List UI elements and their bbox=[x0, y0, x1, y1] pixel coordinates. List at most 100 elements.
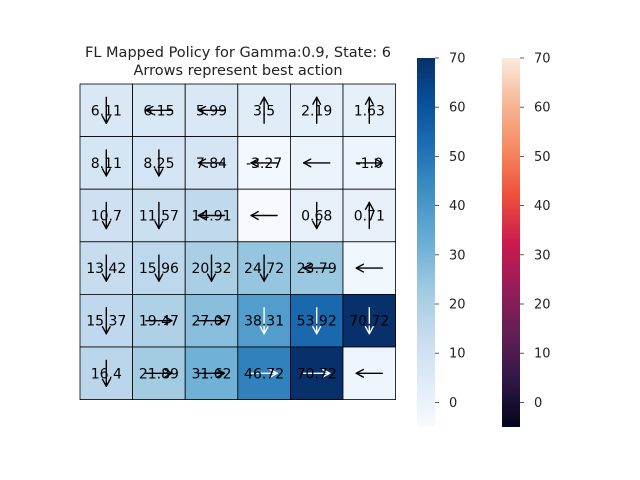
arrow-head bbox=[321, 368, 331, 374]
policy-arrow-down bbox=[259, 254, 269, 282]
arrow-head bbox=[105, 378, 111, 387]
colorbar-tick-label: 0 bbox=[449, 396, 457, 411]
arrow-head bbox=[269, 368, 278, 374]
arrow-head bbox=[105, 325, 111, 335]
colorbar-tick-label: 10 bbox=[534, 347, 551, 362]
cell-value-label: 70.72 bbox=[297, 366, 337, 382]
arrow-head bbox=[164, 372, 173, 378]
arrow-head bbox=[101, 220, 108, 230]
arrow-head bbox=[216, 320, 226, 326]
policy-arrow-left bbox=[250, 158, 278, 168]
cell-value-label: 0.71 bbox=[354, 209, 385, 225]
arrow-head bbox=[321, 372, 331, 378]
cell-value-label: 31.62 bbox=[191, 366, 231, 382]
cell-value-label: 11.57 bbox=[139, 209, 179, 225]
policy-arrow-left bbox=[145, 105, 173, 115]
policy-arrow-down bbox=[101, 149, 111, 177]
arrow-head bbox=[303, 158, 312, 164]
arrow-head bbox=[197, 109, 207, 115]
arrow-head bbox=[259, 273, 265, 282]
policy-arrow-down bbox=[364, 307, 374, 335]
colorbar-tick-label: 70 bbox=[534, 52, 551, 67]
arrow-head bbox=[158, 220, 164, 230]
cell-value-label: 3.5 bbox=[253, 103, 275, 119]
policy-arrow-down bbox=[101, 254, 111, 282]
policy-arrow-up bbox=[364, 201, 374, 230]
arrow-head bbox=[216, 316, 226, 322]
arrow-head bbox=[316, 325, 322, 335]
policy-arrow-left bbox=[197, 210, 226, 221]
arrow-head bbox=[316, 96, 322, 106]
arrow-head bbox=[164, 316, 173, 322]
arrow-head bbox=[368, 325, 374, 335]
colorbar-tick-label: 60 bbox=[449, 101, 466, 116]
cell-value-label: 70.72 bbox=[349, 314, 389, 330]
arrow-head bbox=[364, 201, 370, 211]
colorbar-tick-label: 30 bbox=[534, 248, 551, 263]
arrow-head bbox=[105, 273, 111, 282]
policy-arrow-left bbox=[303, 263, 331, 273]
arrow-head bbox=[101, 325, 108, 335]
cell-value-label: 10.7 bbox=[91, 209, 122, 225]
policy-arrow-right bbox=[355, 158, 383, 168]
policy-arrow-down bbox=[154, 254, 164, 282]
policy-arrow-down bbox=[206, 254, 217, 282]
colorbar-blues: 0 10 20 30 40 50 60 70 bbox=[417, 52, 466, 427]
policy-arrow-left bbox=[355, 368, 383, 378]
colorbar-tick-label: 60 bbox=[534, 101, 551, 116]
chart-title: FL Mapped Policy for Gamma:0.9, State: 6 bbox=[85, 45, 391, 61]
cell-value-label: 1.63 bbox=[354, 103, 385, 119]
cell-value-label: 20.32 bbox=[191, 261, 231, 277]
arrow-head bbox=[210, 273, 217, 282]
policy-arrow-left bbox=[355, 263, 383, 273]
arrow-head bbox=[263, 96, 269, 106]
arrow-head bbox=[197, 105, 207, 112]
arrow-head bbox=[374, 162, 383, 168]
cell-value-label: 8.11 bbox=[91, 156, 122, 172]
policy-arrow-up bbox=[364, 96, 374, 125]
policy-arrow-down bbox=[312, 307, 322, 335]
policy-arrow-down bbox=[154, 149, 164, 177]
colorbar-tick-label: 20 bbox=[449, 298, 466, 313]
arrow-head bbox=[197, 214, 207, 221]
colorbar-blues-ticks: 0 10 20 30 40 50 60 70 bbox=[435, 52, 466, 411]
policy-arrow-down bbox=[101, 307, 111, 335]
policy-arrow-down bbox=[259, 307, 269, 335]
colorbar-tick-label: 10 bbox=[449, 347, 466, 362]
arrow-head bbox=[250, 158, 259, 164]
policy-arrow-up bbox=[259, 96, 269, 125]
arrow-head bbox=[355, 263, 365, 269]
cell-value-label: 8.25 bbox=[143, 156, 174, 172]
arrow-head bbox=[374, 158, 383, 164]
arrow-head bbox=[216, 368, 226, 374]
arrow-head bbox=[197, 158, 207, 164]
cell-value-label: 23.79 bbox=[297, 261, 337, 277]
policy-arrow-down bbox=[101, 96, 111, 125]
arrow-head bbox=[263, 273, 269, 282]
cell-value-label: -3.27 bbox=[246, 156, 282, 172]
arrow-head bbox=[158, 168, 164, 177]
arrow-head bbox=[145, 109, 154, 115]
arrow-head bbox=[250, 210, 259, 217]
colorbar-blues-gradient bbox=[417, 58, 435, 427]
cell-value-label: 15.96 bbox=[139, 261, 179, 277]
colorbar-tick-label: 50 bbox=[449, 150, 466, 165]
arrow-head bbox=[101, 115, 108, 125]
arrow-head bbox=[250, 214, 259, 221]
arrow-head bbox=[263, 325, 269, 335]
arrow-head bbox=[145, 105, 154, 112]
cell-value-label: 53.92 bbox=[297, 314, 337, 330]
arrow-head bbox=[368, 96, 374, 106]
colorbar-tick-label: 30 bbox=[449, 248, 466, 263]
arrow-head bbox=[101, 168, 108, 177]
arrow-head bbox=[164, 368, 173, 374]
arrow-head bbox=[303, 162, 312, 168]
arrow-head bbox=[164, 320, 173, 326]
policy-arrow-down bbox=[312, 201, 322, 230]
policy-arrow-left bbox=[250, 210, 278, 221]
cell-value-label: 6.11 bbox=[91, 103, 122, 119]
arrow-head bbox=[154, 220, 160, 230]
cell-value-label: 15.37 bbox=[86, 314, 126, 330]
cell-value-label: 2.19 bbox=[301, 103, 332, 119]
policy-arrow-left bbox=[303, 158, 331, 168]
